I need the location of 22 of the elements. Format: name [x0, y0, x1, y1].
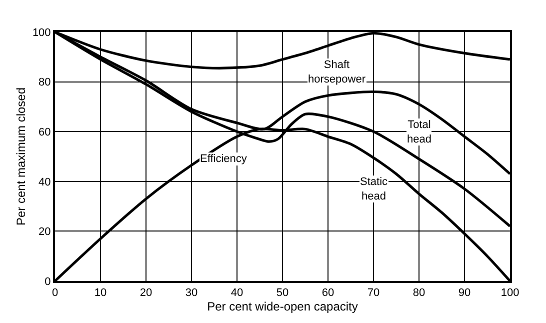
y-tick-label: 60	[38, 126, 51, 138]
x-tick-label: 50	[276, 287, 289, 300]
y-tick-label: 100	[32, 26, 51, 39]
x-tick-label: 10	[94, 287, 107, 300]
annotation: Efficiency	[200, 153, 248, 165]
y-tick-label: 20	[38, 226, 51, 238]
x-tick-label: 80	[412, 287, 426, 300]
x-tick-label: 60	[322, 287, 334, 300]
annotation: Total head	[407, 119, 432, 146]
x-tick-label: 20	[140, 287, 152, 300]
x-tick-label: 100	[500, 287, 520, 300]
annotation: Shaft horsepower	[308, 59, 366, 86]
x-tick-label: 40	[230, 287, 244, 300]
annotation: Static head	[360, 176, 388, 202]
x-tick-label: 70	[367, 287, 380, 300]
x-tick-label: 90	[458, 287, 471, 300]
y-tick-label: 80	[38, 76, 51, 89]
x-tick-label: 30	[185, 287, 198, 300]
y-tick-label: 0	[44, 276, 51, 288]
x-axis-title: Per cent wide-open capacity	[207, 300, 358, 314]
y-tick-label: 40	[38, 176, 51, 188]
y-axis-title: Per cent maximum closed	[14, 87, 28, 226]
